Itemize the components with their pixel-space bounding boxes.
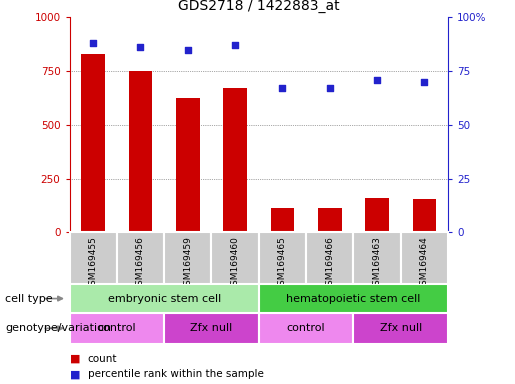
Text: Zfx null: Zfx null (380, 323, 422, 333)
Bar (365, 198, 389, 232)
Bar (259, 232, 306, 284)
Point (420, 79, 428, 85)
Point (325, 85, 334, 91)
Point (231, 42, 239, 48)
Bar (318, 208, 341, 232)
Text: ■: ■ (70, 369, 80, 379)
Bar (259, 284, 448, 313)
Bar (401, 232, 448, 284)
Text: hematopoietic stem cell: hematopoietic stem cell (286, 293, 421, 304)
Bar (353, 232, 401, 284)
Bar (259, 313, 353, 344)
Bar (70, 313, 164, 344)
Bar (413, 199, 436, 232)
Text: control: control (287, 323, 325, 333)
Bar (164, 232, 212, 284)
Text: GSM169466: GSM169466 (325, 237, 334, 291)
Text: GSM169465: GSM169465 (278, 237, 287, 291)
Text: GSM169456: GSM169456 (136, 237, 145, 291)
Bar (353, 313, 448, 344)
Bar (70, 232, 117, 284)
Text: GSM169463: GSM169463 (372, 237, 382, 291)
Bar (129, 71, 152, 232)
Text: genotype/variation: genotype/variation (5, 323, 111, 333)
Bar (81, 54, 105, 232)
Text: GSM169459: GSM169459 (183, 237, 192, 291)
Text: cell type: cell type (5, 293, 53, 304)
Point (184, 46, 192, 53)
Title: GDS2718 / 1422883_at: GDS2718 / 1422883_at (178, 0, 339, 13)
Text: percentile rank within the sample: percentile rank within the sample (88, 369, 264, 379)
Bar (164, 313, 259, 344)
Bar (224, 88, 247, 232)
Bar (70, 284, 259, 313)
Bar (270, 208, 294, 232)
Point (136, 44, 145, 50)
Bar (212, 232, 259, 284)
Text: ■: ■ (70, 354, 80, 364)
Text: Zfx null: Zfx null (191, 323, 233, 333)
Point (278, 85, 286, 91)
Text: GSM169455: GSM169455 (89, 237, 98, 291)
Text: count: count (88, 354, 117, 364)
Bar (306, 232, 353, 284)
Point (373, 76, 381, 83)
Text: control: control (97, 323, 136, 333)
Bar (176, 98, 200, 232)
Text: GSM169464: GSM169464 (420, 237, 429, 291)
Bar (117, 232, 164, 284)
Point (89, 40, 97, 46)
Text: embryonic stem cell: embryonic stem cell (108, 293, 221, 304)
Text: GSM169460: GSM169460 (231, 237, 239, 291)
